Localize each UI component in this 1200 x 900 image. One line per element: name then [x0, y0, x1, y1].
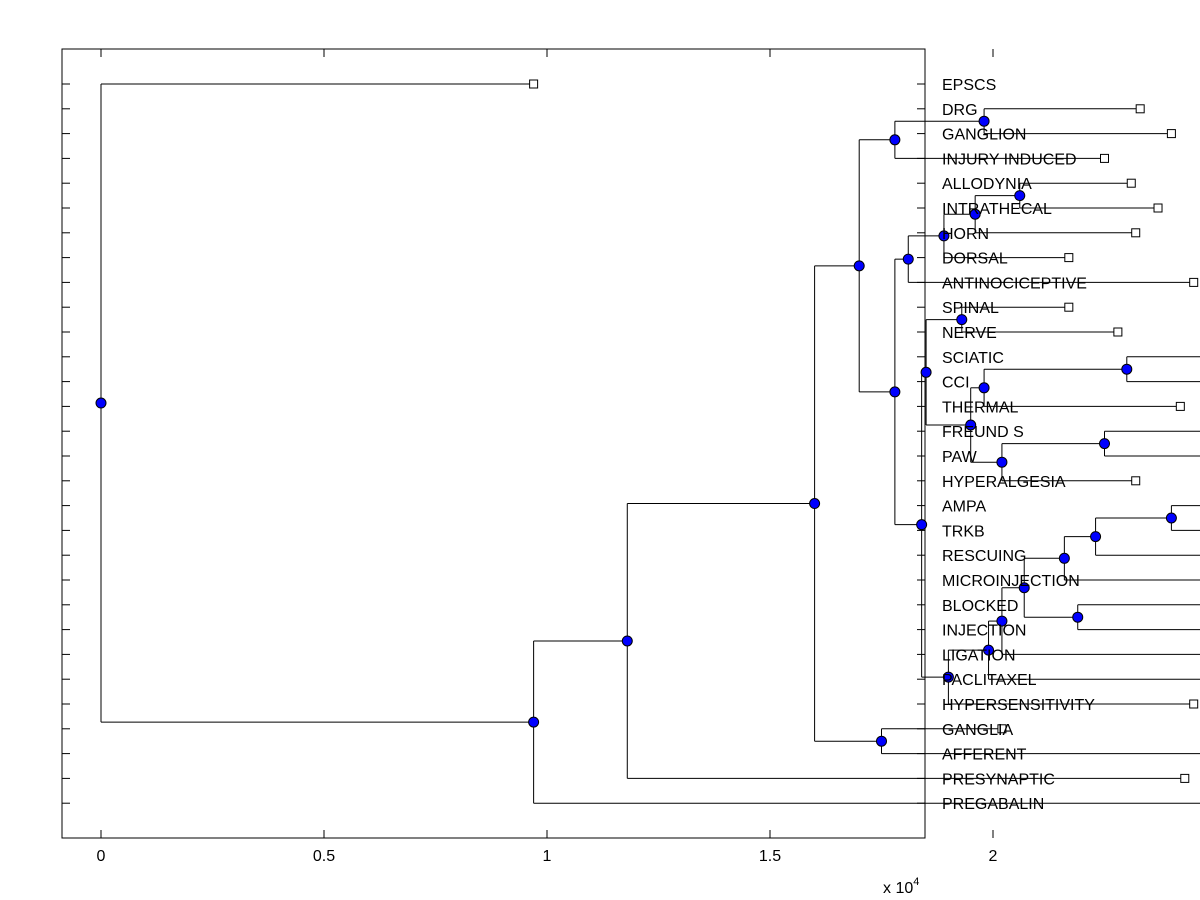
merge-node-marker [853, 260, 865, 272]
leaf-label: CCI [942, 375, 970, 392]
x-axis-tick-labels: 00.511.522.533.5 [97, 848, 998, 865]
merge-node-marker [809, 498, 821, 510]
merge-node-marker [876, 735, 887, 747]
merge-node-marker [1072, 611, 1084, 623]
leaf-label: AFFERENT [942, 747, 1027, 764]
leaf-label: NERVE [942, 325, 997, 342]
leaf-label: AMPA [942, 499, 986, 516]
leaf-label: PAW [942, 449, 978, 466]
leaf-label: DRG [942, 102, 978, 119]
x-tick-label: 0.5 [313, 848, 335, 865]
merge-node-marker [978, 382, 990, 394]
leaf-label: PRESYNAPTIC [942, 771, 1055, 788]
merge-node-marker [965, 419, 977, 431]
leaf-label: BLOCKED [942, 598, 1018, 615]
merge-node-marker [1018, 582, 1030, 594]
x-tick-label: 2 [989, 848, 998, 865]
x-axis-multiplier-base: x 10 [883, 880, 913, 897]
x-axis-multiplier-exponent: 4 [913, 876, 919, 888]
leaf-label: TRKB [942, 523, 985, 540]
x-axis-ticks [100, 49, 994, 838]
merge-node-marker [969, 208, 981, 220]
merge-node-marker [983, 644, 995, 656]
x-tick-label: 1.5 [759, 848, 781, 865]
merge-node-marker [528, 716, 540, 728]
leaf-marker [1131, 228, 1141, 238]
leaf-label: PACLITAXEL [942, 672, 1037, 689]
merge-node-marker [1165, 512, 1177, 524]
leaf-marker [1153, 203, 1163, 213]
leaf-marker [1100, 153, 1109, 163]
leaf-marker [1175, 401, 1185, 411]
leaf-label: INJECTION [942, 623, 1026, 640]
merge-node-marker [889, 134, 901, 146]
leaf-marker [997, 724, 1007, 734]
merge-node-marker [889, 386, 901, 398]
leaf-labels: EPSCS DRG GANGLION INJURY INDUCED ALLODYNIA I… [942, 77, 1095, 813]
leaf-label: GANGLIA [942, 722, 1013, 739]
leaf-marker [529, 79, 539, 89]
leaf-marker [1166, 129, 1176, 139]
merge-node-marker [938, 230, 950, 242]
x-axis-multiplier: x 104 [883, 876, 919, 897]
leaf-marker [1189, 699, 1199, 709]
leaf-label: FREUND S [942, 424, 1024, 441]
merge-node-marker [942, 671, 954, 683]
leaf-marker [1180, 773, 1190, 783]
merge-node-marker [621, 635, 633, 647]
leaf-marker [1126, 178, 1136, 188]
leaf-marker [1131, 476, 1141, 486]
leaf-marker [1135, 104, 1145, 114]
merge-node-marker [1090, 531, 1102, 543]
leaf-label: PREGABALIN [942, 796, 1044, 813]
leaf-label: HYPERALGESIA [942, 474, 1066, 491]
merge-node-markers [95, 115, 1177, 747]
leaf-label: EPSCS [942, 77, 996, 94]
leaf-label: HORN [942, 226, 989, 243]
merge-node-marker [95, 397, 107, 409]
axes-frame [61, 48, 926, 839]
merge-node-marker [978, 115, 990, 127]
leaf-label: GANGLION [942, 127, 1026, 144]
leaf-label: SPINAL [942, 300, 999, 317]
leaf-label: INTRATHECAL [942, 201, 1052, 218]
leaf-label: THERMAL [942, 399, 1019, 416]
leaf-label: SCIATIC [942, 350, 1004, 367]
leaf-label: ANTINOCICEPTIVE [942, 275, 1087, 292]
y-axis-ticks [62, 83, 925, 804]
x-tick-label: 0 [97, 848, 106, 865]
merge-node-marker [1014, 190, 1026, 202]
x-tick-label: 1 [543, 848, 552, 865]
leaf-label: RESCUING [942, 548, 1026, 565]
merge-node-marker [916, 519, 928, 531]
leaf-marker [1064, 302, 1074, 312]
merge-node-marker [996, 456, 1008, 468]
merge-node-marker [1121, 363, 1133, 375]
leaf-marker [1113, 327, 1123, 337]
leaf-marker [1064, 253, 1074, 263]
merge-node-marker [920, 366, 932, 378]
merge-node-marker [1099, 438, 1110, 450]
leaf-label: LIGATION [942, 647, 1016, 664]
merge-node-marker [1058, 552, 1070, 564]
leaf-label: INJURY INDUCED [942, 151, 1077, 168]
merge-node-marker [902, 253, 914, 265]
leaf-marker [1189, 277, 1199, 287]
leaf-label: DORSAL [942, 251, 1008, 268]
leaf-markers [529, 79, 1199, 783]
leaf-label: HYPERSENSITIVITY [942, 697, 1095, 714]
merge-node-marker [996, 615, 1008, 627]
merge-node-marker [956, 314, 968, 326]
leaf-label: MICROINJECTION [942, 573, 1080, 590]
leaf-label: ALLODYNIA [942, 176, 1032, 193]
